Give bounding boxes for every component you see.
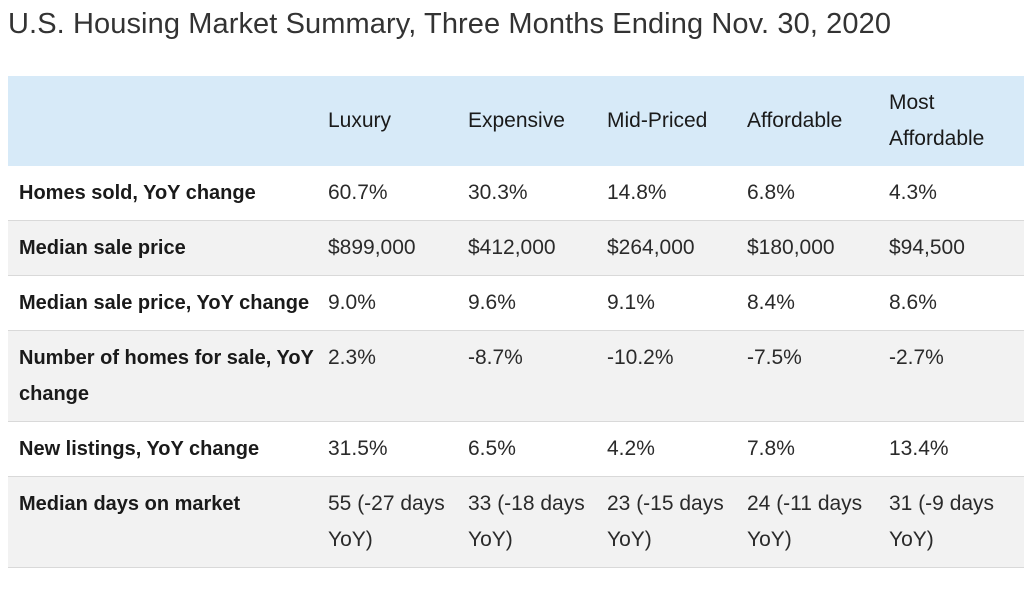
table-row: Number of homes for sale, YoY change 2.3… — [8, 330, 1024, 422]
table-cell: -8.7% — [468, 346, 523, 369]
table-cell: 13.4% — [889, 437, 949, 460]
table-row: Median sale price $899,000 $412,000 $264… — [8, 220, 1024, 276]
table-cell: 2.3% — [328, 346, 376, 369]
row-label: Median sale price, YoY change — [19, 292, 310, 314]
table-cell: 8.4% — [747, 291, 795, 314]
table-cell: -10.2% — [607, 346, 674, 369]
row-label: Homes sold, YoY change — [19, 182, 256, 204]
table-header-row: Luxury Expensive Mid-Priced Affordable M… — [8, 76, 1024, 166]
table-cell: $264,000 — [607, 236, 695, 259]
row-label: New listings, YoY change — [19, 438, 260, 460]
table-row: Median days on market 55 (-27 days YoY) … — [8, 476, 1024, 568]
table-cell: 60.7% — [328, 181, 388, 204]
table-cell: 33 (-18 days YoY) — [468, 492, 585, 551]
table-cell: 8.6% — [889, 291, 937, 314]
table-cell: 31.5% — [328, 437, 388, 460]
column-header-luxury: Luxury — [328, 109, 392, 132]
table-cell: 23 (-15 days YoY) — [607, 492, 724, 551]
table-cell: 9.6% — [468, 291, 516, 314]
column-header-mid-priced: Mid-Priced — [607, 109, 708, 132]
table-cell: 4.2% — [607, 437, 655, 460]
row-label: Median sale price — [19, 237, 186, 259]
page-title: U.S. Housing Market Summary, Three Month… — [8, 8, 892, 40]
table-row: Homes sold, YoY change 60.7% 30.3% 14.8%… — [8, 166, 1024, 221]
table-cell: 24 (-11 days YoY) — [747, 492, 863, 551]
table-cell: -7.5% — [747, 346, 802, 369]
table-cell: 9.0% — [328, 291, 376, 314]
table-cell: $899,000 — [328, 236, 416, 259]
column-header-most-affordable: Most Affordable — [889, 91, 985, 150]
row-label: Median days on market — [19, 493, 241, 515]
table-cell: -2.7% — [889, 346, 944, 369]
table-cell: 6.8% — [747, 181, 795, 204]
table-cell: 55 (-27 days YoY) — [328, 492, 445, 551]
table-cell: $180,000 — [747, 236, 835, 259]
table-row: Median sale price, YoY change 9.0% 9.6% … — [8, 275, 1024, 331]
column-header-expensive: Expensive — [468, 109, 565, 132]
table-row: New listings, YoY change 31.5% 6.5% 4.2%… — [8, 421, 1024, 477]
column-header-empty — [8, 76, 318, 166]
table-cell: 9.1% — [607, 291, 655, 314]
table-cell: 31 (-9 days YoY) — [889, 492, 995, 551]
table-cell: 14.8% — [607, 181, 667, 204]
table-cell: 7.8% — [747, 437, 795, 460]
table-cell: 6.5% — [468, 437, 516, 460]
table-cell: $412,000 — [468, 236, 556, 259]
table-cell: 4.3% — [889, 181, 937, 204]
row-label: Number of homes for sale, YoY change — [19, 347, 314, 405]
column-header-affordable: Affordable — [747, 109, 843, 132]
housing-summary-table: Luxury Expensive Mid-Priced Affordable M… — [8, 76, 1024, 568]
table-cell: 30.3% — [468, 181, 528, 204]
table-cell: $94,500 — [889, 236, 965, 259]
